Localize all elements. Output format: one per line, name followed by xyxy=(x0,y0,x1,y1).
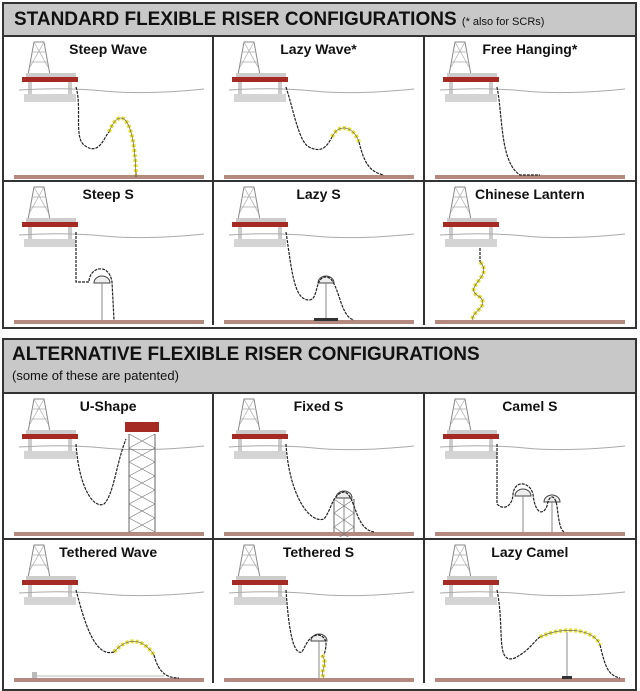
seabed xyxy=(434,678,625,682)
water-surface xyxy=(18,445,205,451)
configuration-label: Fixed S xyxy=(293,398,344,414)
configuration-label: Chinese Lantern xyxy=(474,186,585,202)
configuration-panel: Free Hanging* xyxy=(424,37,635,182)
seabed xyxy=(224,175,415,179)
configuration-panel: Tethered Wave xyxy=(4,540,215,683)
riser-line xyxy=(75,438,127,506)
riser-line xyxy=(285,589,327,656)
section-title: ALTERNATIVE FLEXIBLE RISER CONFIGURATION… xyxy=(12,344,480,365)
alternative-configurations-section: ALTERNATIVE FLEXIBLE RISER CONFIGURATION… xyxy=(2,338,637,691)
platform-icon xyxy=(22,41,78,102)
water-surface xyxy=(439,591,625,597)
riser-line xyxy=(496,444,565,533)
configuration-panel: Fixed S xyxy=(214,394,425,540)
standard-configurations-section: STANDARD FLEXIBLE RISER CONFIGURATIONS (… xyxy=(2,2,637,329)
buoy-arch xyxy=(514,488,532,497)
buoyancy-modules xyxy=(330,126,362,143)
platform-icon xyxy=(22,398,78,459)
water-surface xyxy=(18,233,205,239)
configuration-panel: U-Shape xyxy=(4,394,215,540)
configuration-label: Camel S xyxy=(502,398,558,414)
seabed xyxy=(14,175,204,179)
buoy-arch xyxy=(93,275,111,284)
configuration-panel: Lazy Wave* xyxy=(214,37,425,182)
configuration-panel: Steep Wave xyxy=(4,37,215,182)
configuration-label: Lazy Camel xyxy=(491,544,569,560)
anchor xyxy=(32,672,37,678)
riser-line xyxy=(75,232,115,321)
water-surface xyxy=(439,88,625,94)
seabed xyxy=(14,678,204,682)
buoyancy-modules xyxy=(107,116,138,176)
platform-icon xyxy=(232,544,289,605)
water-surface xyxy=(439,445,625,451)
riser-line xyxy=(285,231,355,321)
seabed xyxy=(14,532,204,536)
platform-icon xyxy=(22,544,78,605)
buoyancy-modules xyxy=(538,628,602,646)
configuration-label: Tethered Wave xyxy=(59,544,158,560)
platform-icon xyxy=(442,398,499,459)
configuration-panel: Lazy S xyxy=(214,182,425,325)
platform-icon xyxy=(442,544,499,605)
riser-line xyxy=(75,86,110,150)
water-surface xyxy=(439,233,625,239)
water-surface xyxy=(229,445,415,451)
configuration-panel: Steep S xyxy=(4,182,215,325)
platform-icon xyxy=(442,186,499,247)
water-surface xyxy=(229,233,415,239)
seabed xyxy=(434,175,625,179)
platform-icon xyxy=(232,398,289,459)
seabed xyxy=(224,678,415,682)
configuration-panel: Chinese Lantern xyxy=(425,182,635,325)
section-note: (* also for SCRs) xyxy=(461,16,545,28)
riser-line xyxy=(75,589,115,654)
buoy-arch xyxy=(543,494,561,503)
water-surface xyxy=(229,88,415,94)
tower-structure xyxy=(125,422,159,533)
riser-line xyxy=(285,86,333,151)
riser-line xyxy=(285,443,375,533)
seabed xyxy=(434,320,625,324)
section-header: STANDARD FLEXIBLE RISER CONFIGURATIONS (… xyxy=(4,4,635,37)
riser-line xyxy=(153,654,180,679)
water-surface xyxy=(18,591,205,597)
configuration-label: Steep Wave xyxy=(69,41,148,57)
platform-icon xyxy=(232,41,289,102)
configuration-label: U-Shape xyxy=(79,398,137,414)
section-title: STANDARD FLEXIBLE RISER CONFIGURATIONS xyxy=(14,9,457,30)
configuration-panel: Lazy Camel xyxy=(425,540,635,683)
configuration-label: Tethered S xyxy=(282,544,355,560)
riser-line xyxy=(358,141,385,176)
configuration-label: Lazy Wave* xyxy=(280,41,357,57)
riser-line xyxy=(599,644,620,679)
configuration-panel: Tethered S xyxy=(214,540,425,683)
section-header: ALTERNATIVE FLEXIBLE RISER CONFIGURATION… xyxy=(4,340,635,394)
platform-icon xyxy=(22,186,78,247)
configuration-label: Steep S xyxy=(82,186,134,202)
configuration-label: Lazy S xyxy=(296,186,341,202)
seabed xyxy=(14,320,204,324)
water-surface xyxy=(229,591,415,597)
configuration-panel: Camel S xyxy=(424,394,635,540)
riser-line xyxy=(496,589,541,660)
section-subtitle: (some of these are patented) xyxy=(12,368,179,383)
platform-icon xyxy=(442,41,499,102)
seabed xyxy=(434,532,625,536)
configuration-label: Free Hanging* xyxy=(482,41,578,57)
seabed xyxy=(224,320,415,324)
water-surface xyxy=(18,88,205,94)
riser-line xyxy=(496,86,540,176)
platform-icon xyxy=(232,186,289,247)
seabed xyxy=(224,532,415,536)
buoyancy-modules xyxy=(470,260,486,321)
